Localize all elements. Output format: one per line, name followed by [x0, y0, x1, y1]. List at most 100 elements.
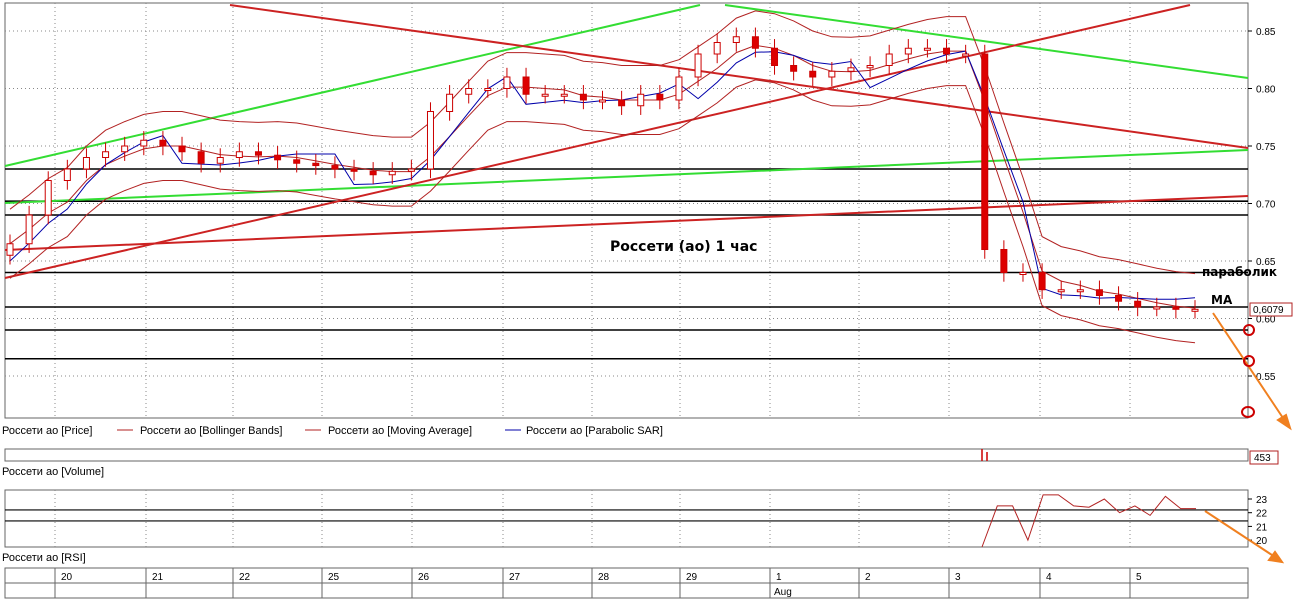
day-label: 4	[1046, 572, 1052, 583]
candle-up	[216, 157, 224, 164]
horizontal-levels	[5, 168, 1248, 360]
candle-up	[1191, 308, 1199, 312]
bollinger-lower	[9, 79, 1196, 344]
price-panel	[4, 2, 1249, 419]
trend-line	[4, 4, 701, 167]
candle-up	[6, 243, 14, 256]
candle-down	[312, 162, 320, 167]
candle-up	[44, 180, 52, 216]
candle-up	[923, 47, 931, 51]
price-tick-label: 0.55	[1256, 372, 1276, 383]
candle-down	[178, 145, 186, 153]
rsi-tick-label: 22	[1256, 509, 1268, 520]
candle-up	[1019, 272, 1027, 275]
candle-up	[1153, 306, 1161, 310]
candle-up	[560, 93, 568, 97]
candle-down	[1172, 306, 1180, 310]
candle-up	[25, 214, 33, 245]
candle-up	[388, 170, 396, 176]
candle-down	[254, 151, 262, 156]
legend-parabolic-sar: Россети ао [Parabolic SAR]	[526, 425, 663, 437]
candle-down	[579, 93, 587, 101]
trend-line	[4, 149, 1249, 204]
candle-down	[331, 165, 339, 170]
candle-down	[943, 47, 951, 55]
candle-down	[159, 139, 167, 147]
trend-lines	[4, 4, 1249, 279]
candle-down	[274, 154, 282, 161]
trend-line	[4, 4, 1191, 279]
day-label: 20	[61, 572, 73, 583]
candle-down	[1115, 295, 1123, 302]
candle-up	[1057, 289, 1065, 293]
trend-line	[724, 4, 1249, 79]
candle-up	[962, 53, 970, 57]
day-label: 28	[598, 572, 610, 583]
candle-down	[751, 36, 759, 49]
day-label: 22	[239, 572, 251, 583]
candle-up	[866, 65, 874, 69]
candle-up	[828, 70, 836, 78]
candle-up	[599, 99, 606, 103]
price-tick-label: 0.65	[1256, 257, 1276, 268]
legend-price: Россети ао [Price]	[2, 425, 92, 437]
candle-up	[541, 93, 549, 97]
candle-up	[63, 168, 71, 181]
candle-down	[197, 151, 205, 164]
month-label: Aug	[774, 587, 792, 598]
day-label: 21	[152, 572, 164, 583]
price-tick-label: 0.60	[1256, 315, 1276, 326]
candle-up	[904, 47, 912, 55]
candle-up	[675, 76, 683, 101]
candle-down	[369, 170, 377, 176]
candle-up	[102, 151, 110, 158]
day-label: 29	[686, 572, 698, 583]
rsi-tick-label: 23	[1256, 495, 1268, 506]
last-price-box	[1249, 302, 1293, 317]
price-tick-label: 0.75	[1256, 142, 1276, 153]
candle-down	[1000, 249, 1008, 273]
candle-down	[771, 47, 779, 66]
day-label: 3	[955, 572, 961, 583]
rsi-line	[981, 494, 1196, 548]
rsi-tick-label: 20	[1256, 536, 1268, 547]
candle-up	[885, 53, 893, 66]
candle-up	[140, 139, 148, 147]
candle-up	[732, 36, 740, 43]
day-label: 25	[328, 572, 340, 583]
candle-up	[694, 53, 702, 78]
volume-value-box	[1249, 450, 1279, 465]
day-label: 1	[776, 572, 782, 583]
price-tick-label: 0.70	[1256, 200, 1276, 211]
candle-down	[618, 99, 626, 107]
day-label: 5	[1136, 572, 1142, 583]
target-markers	[1241, 324, 1255, 418]
volume-value-label: 453	[1254, 453, 1271, 464]
trend-line	[229, 4, 1249, 149]
candle-up	[235, 151, 243, 158]
candle-up	[503, 76, 511, 89]
bollinger-upper	[9, 10, 1196, 275]
candle-up	[847, 67, 855, 72]
chart-title: Россети (ао) 1 час	[610, 239, 757, 255]
candle-down	[809, 70, 817, 78]
rsi-lines	[5, 494, 1248, 548]
grid-layer	[5, 3, 1248, 547]
legend-bollinger: Россети ао [Bollinger Bands]	[140, 425, 282, 437]
candle-up	[426, 111, 434, 170]
trend-line	[4, 195, 1249, 251]
ma-label: MA	[1211, 293, 1233, 307]
candle-down	[981, 53, 989, 250]
volume-panel	[4, 448, 1249, 462]
price-tick-label: 0.85	[1256, 27, 1276, 38]
legend-rsi: Россети ао [RSI]	[2, 552, 86, 564]
candle-down	[1038, 272, 1046, 291]
candle-down	[1134, 300, 1142, 308]
candle-up	[1076, 289, 1084, 293]
day-label: 26	[418, 572, 430, 583]
last-price-label: 0,6079	[1253, 305, 1284, 316]
candle-down	[790, 65, 798, 72]
parabolic-label: параболик	[1202, 265, 1277, 279]
